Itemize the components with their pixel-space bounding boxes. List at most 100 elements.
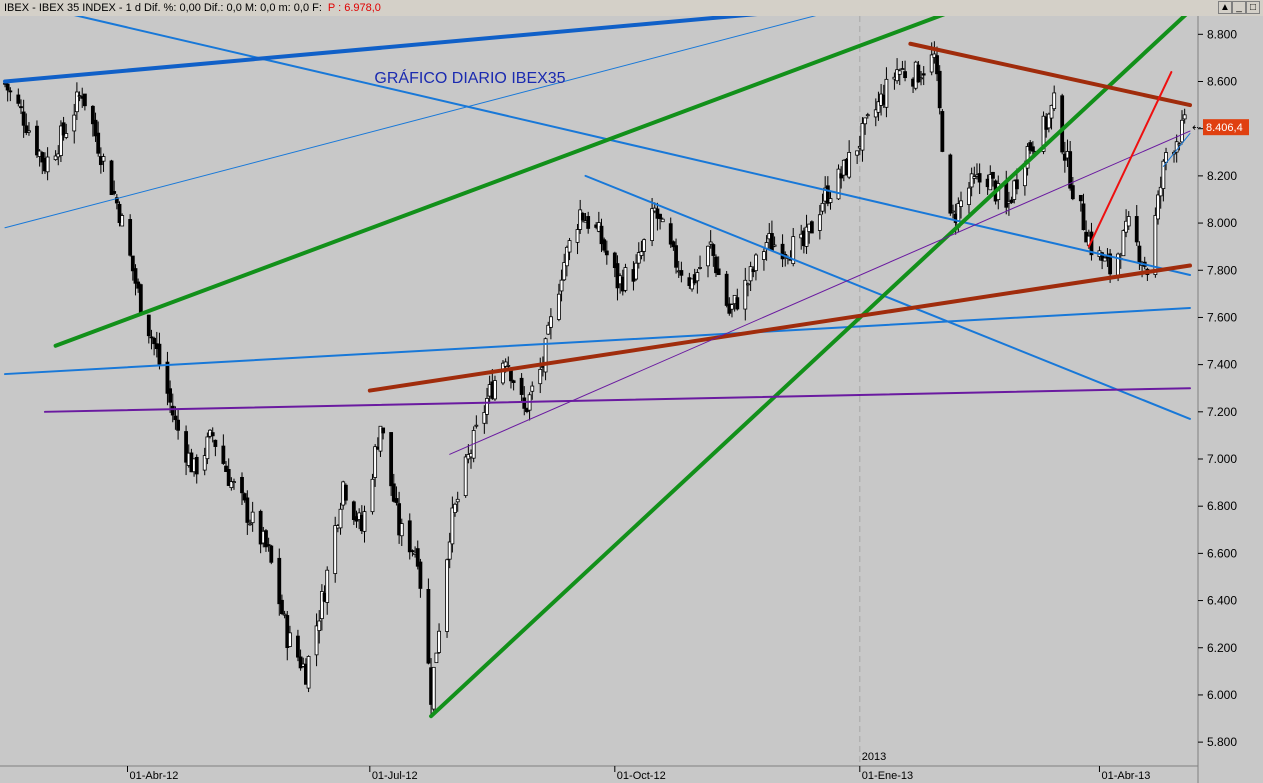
trendline-red[interactable] bbox=[1087, 71, 1173, 248]
candle-body bbox=[19, 106, 23, 109]
candle-body bbox=[202, 455, 207, 471]
candle-body bbox=[754, 254, 758, 272]
candle-body bbox=[16, 94, 21, 104]
candle-body bbox=[426, 589, 431, 664]
trendline-purple[interactable] bbox=[449, 130, 1191, 455]
candle-body bbox=[213, 439, 218, 447]
candle-body bbox=[991, 171, 995, 179]
candle-body bbox=[61, 122, 66, 136]
trendline-brown[interactable] bbox=[908, 41, 1192, 108]
candle-body bbox=[248, 523, 252, 526]
chart-title-bar: IBEX - IBEX 35 INDEX - 1 d Dif. %: 0,00 … bbox=[0, 0, 1263, 17]
candle-body bbox=[264, 530, 268, 548]
candle-body bbox=[1025, 146, 1030, 169]
candle-body bbox=[59, 125, 63, 156]
candle-body bbox=[407, 520, 412, 553]
scroll-up-icon[interactable]: ▲ bbox=[1218, 1, 1232, 14]
trendline-blue[interactable] bbox=[4, 16, 870, 229]
trendline-blue[interactable] bbox=[584, 174, 1191, 420]
candle-body bbox=[157, 343, 162, 365]
maximize-button[interactable]: □ bbox=[1246, 1, 1260, 14]
x-tick-label: 01-Ene-13 bbox=[862, 770, 913, 782]
candle-body bbox=[674, 245, 678, 268]
trendline-thick_blue[interactable] bbox=[3, 16, 860, 84]
trendlines bbox=[3, 16, 1192, 719]
candle-body bbox=[639, 251, 644, 256]
candle-body bbox=[873, 109, 878, 118]
candle-body bbox=[1134, 216, 1139, 243]
y-tick-label: 6.600 bbox=[1207, 546, 1237, 560]
candle-body bbox=[548, 316, 553, 328]
candle-body bbox=[679, 270, 684, 276]
candle-body bbox=[101, 156, 106, 162]
candle-body bbox=[40, 152, 45, 163]
candle-body bbox=[64, 133, 69, 138]
candle-body bbox=[205, 436, 210, 460]
candle-body bbox=[333, 525, 338, 574]
candle-body bbox=[1180, 119, 1184, 143]
y-tick-label: 6.200 bbox=[1207, 641, 1237, 655]
candle-body bbox=[74, 91, 79, 113]
candle-body bbox=[117, 203, 122, 223]
candle-body bbox=[660, 218, 665, 223]
candle-body bbox=[1124, 220, 1128, 233]
candle-body bbox=[378, 425, 383, 452]
minimize-button[interactable]: _ bbox=[1232, 1, 1246, 14]
price-chart[interactable]: 2013 8.8008.6008.4008.2008.0007.8007.600… bbox=[0, 16, 1263, 783]
candle-body bbox=[634, 262, 639, 280]
candle-body bbox=[314, 625, 319, 656]
candle-body bbox=[1126, 216, 1131, 227]
candle-body bbox=[519, 377, 524, 395]
candle-body bbox=[242, 493, 247, 501]
candle-body bbox=[772, 244, 777, 247]
candle-body bbox=[1030, 146, 1035, 152]
trendline-green[interactable] bbox=[53, 16, 967, 348]
trendline-green[interactable] bbox=[429, 16, 1190, 719]
candle-body bbox=[599, 225, 604, 245]
candle-body bbox=[900, 68, 905, 70]
candle-body bbox=[937, 70, 942, 109]
candle-body bbox=[165, 361, 170, 394]
candle-body bbox=[397, 503, 402, 536]
candle-body bbox=[431, 666, 436, 710]
current-price-arrow-icon: ⇠ bbox=[1192, 122, 1201, 134]
candle-body bbox=[828, 198, 833, 203]
instrument-info-text: IBEX - IBEX 35 INDEX - 1 d Dif. %: 0,00 … bbox=[4, 2, 322, 14]
candle-body bbox=[706, 245, 710, 267]
candle-body bbox=[453, 503, 457, 513]
candle-body bbox=[623, 267, 628, 291]
candle-body bbox=[522, 397, 527, 409]
candle-body bbox=[112, 191, 117, 194]
y-tick-label: 5.800 bbox=[1207, 735, 1237, 749]
trendline-blue[interactable] bbox=[5, 16, 1191, 276]
candle-body bbox=[847, 151, 852, 178]
candle-body bbox=[474, 424, 479, 427]
candle-body bbox=[575, 229, 580, 243]
candle-body bbox=[612, 252, 617, 269]
candle-body bbox=[245, 497, 250, 523]
candle-body bbox=[296, 635, 300, 658]
candle-body bbox=[543, 338, 548, 373]
candle-body bbox=[748, 266, 753, 282]
candle-body bbox=[447, 541, 452, 560]
candle-body bbox=[224, 465, 228, 472]
candle-body bbox=[24, 125, 29, 134]
candle-body bbox=[884, 78, 889, 108]
candle-body bbox=[1081, 203, 1086, 231]
candle-body bbox=[839, 173, 844, 179]
trendline-purple[interactable] bbox=[43, 387, 1191, 413]
candle-body bbox=[170, 405, 175, 416]
trendline-blue[interactable] bbox=[1162, 132, 1191, 167]
trendline-brown[interactable] bbox=[367, 263, 1192, 393]
trendline-blue[interactable] bbox=[4, 307, 1191, 376]
candle-body bbox=[399, 523, 404, 537]
instrument-info: IBEX - IBEX 35 INDEX - 1 d Dif. %: 0,00 … bbox=[4, 0, 381, 16]
candle-body bbox=[418, 561, 423, 589]
candle-body bbox=[128, 219, 133, 256]
candle-body bbox=[53, 155, 58, 161]
candle-body bbox=[8, 90, 13, 93]
candle-body bbox=[658, 213, 662, 220]
candle-body bbox=[642, 239, 647, 252]
candle-body bbox=[724, 273, 729, 306]
candle-body bbox=[391, 483, 396, 502]
